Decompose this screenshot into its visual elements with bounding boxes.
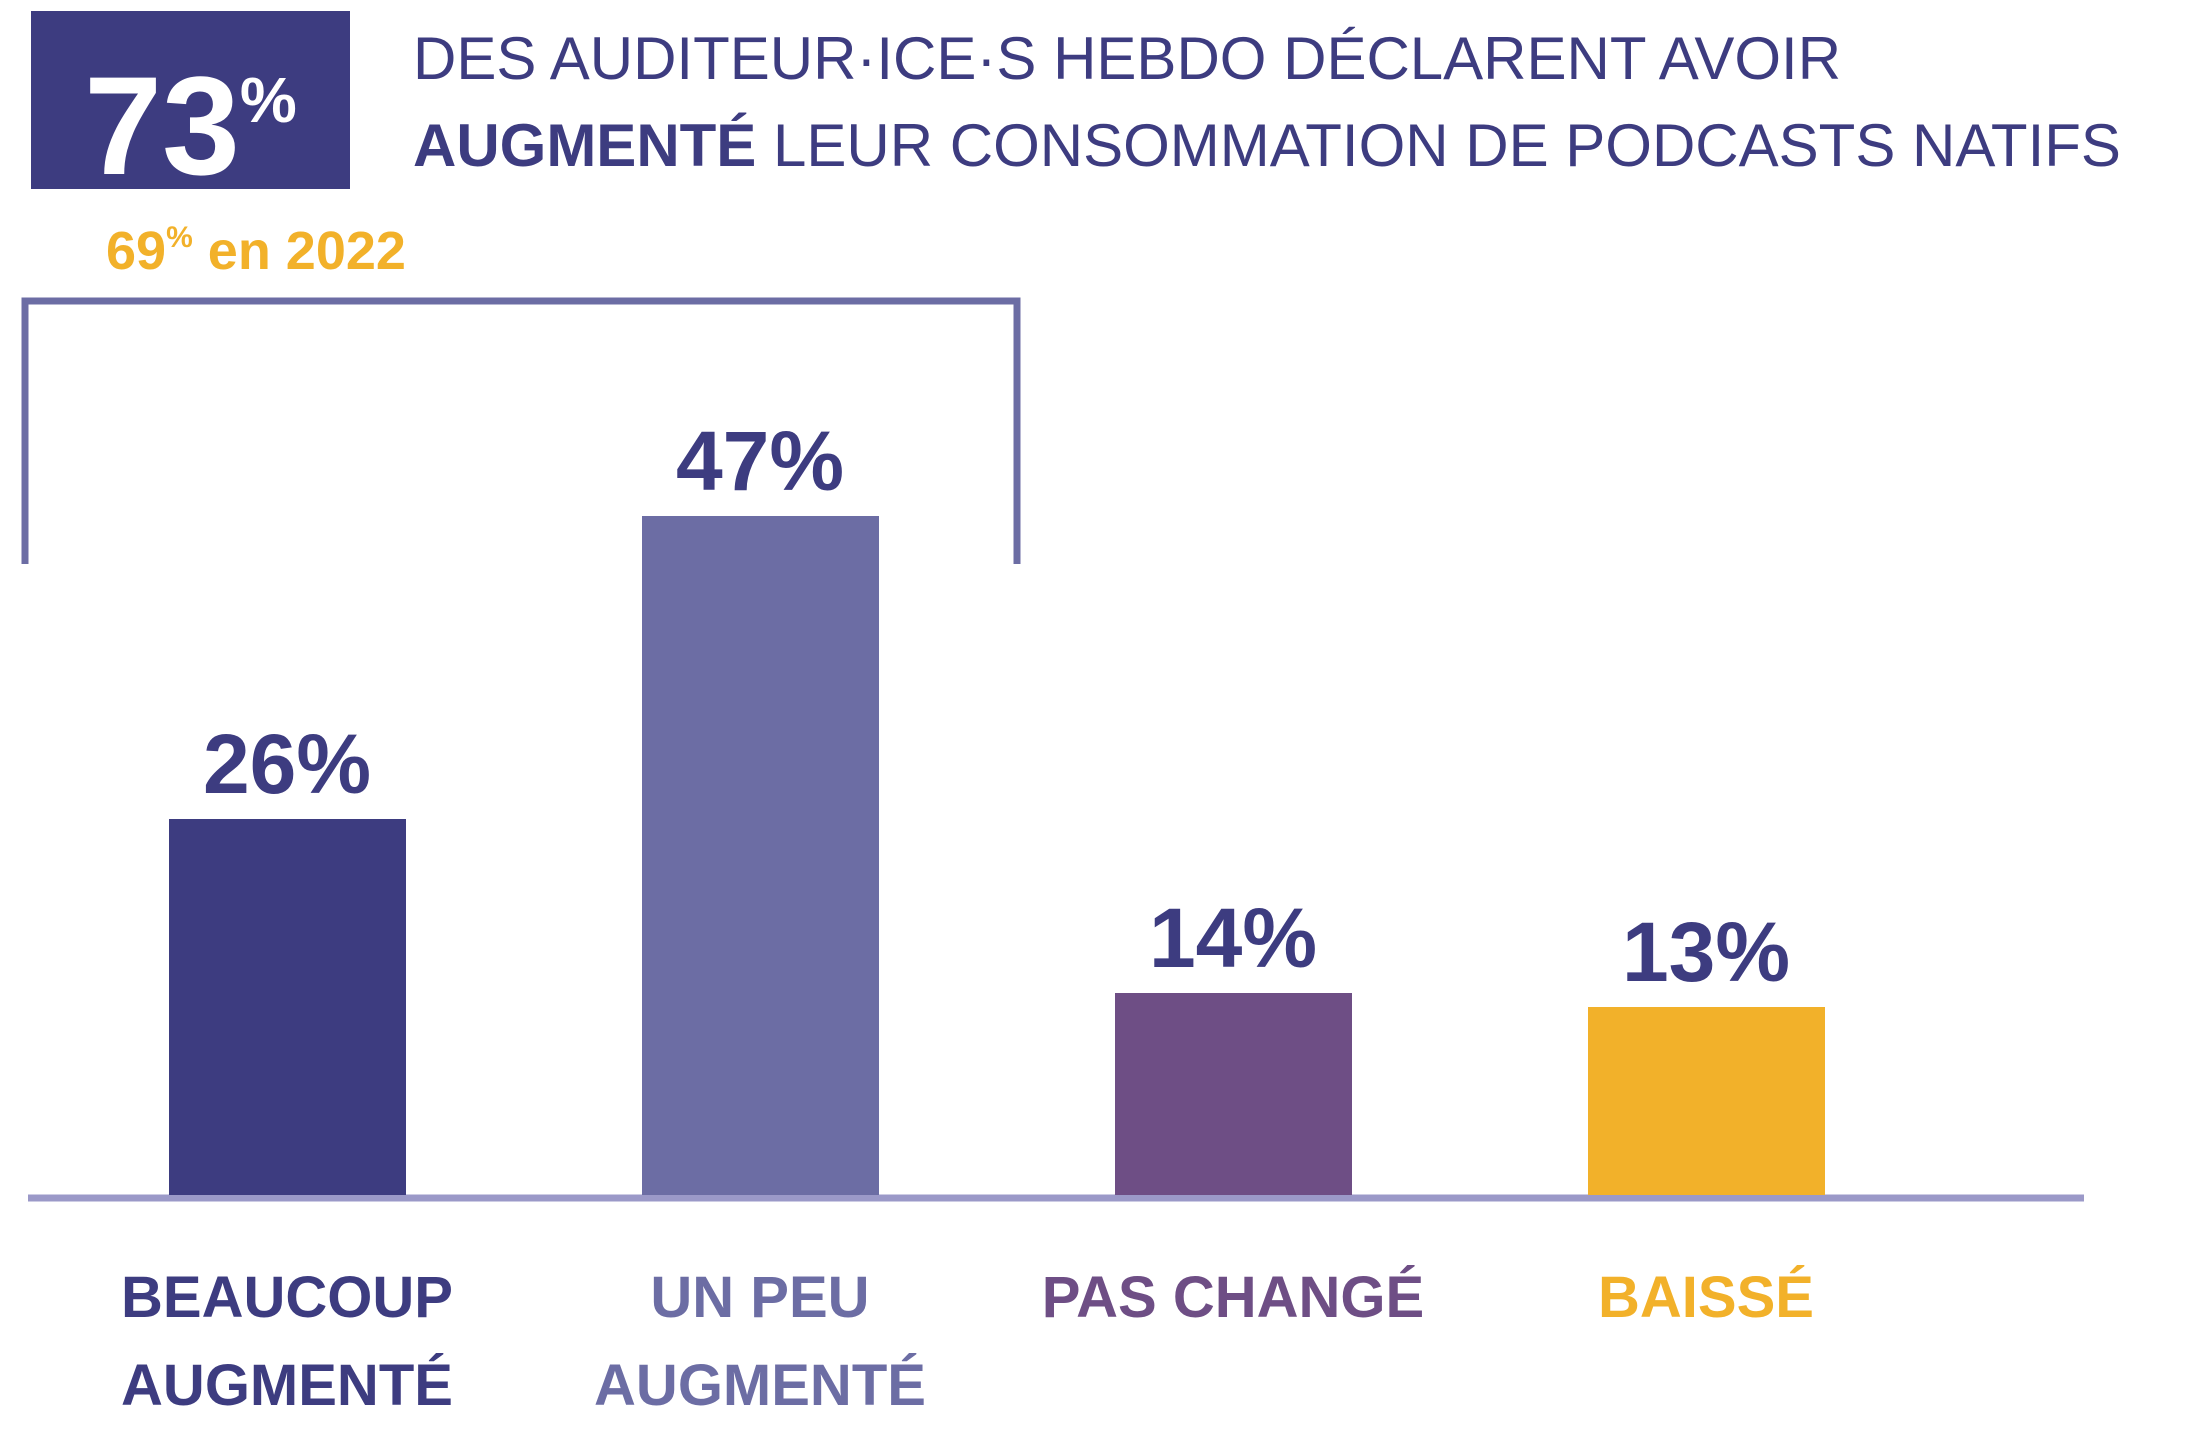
bar xyxy=(168,819,406,1195)
category-label: UN PEU AUGMENTÉ xyxy=(594,1265,926,1418)
annotation-text: en 2022 xyxy=(207,221,406,281)
annotation-number: 69 xyxy=(106,221,167,281)
title-bold: AUGMENTÉ xyxy=(413,112,757,179)
category-label: BEAUCOUP AUGMENTÉ xyxy=(121,1265,453,1418)
title-line: DES AUDITEUR·ICE·S HEBDO DÉCLARENT AVOIR xyxy=(413,25,1842,92)
bracket xyxy=(21,297,1021,564)
headline-unit: % xyxy=(239,64,297,136)
title-line: AUGMENTÉ LEUR CONSOMMATION DE PODCASTS N… xyxy=(413,111,2121,181)
annotation: 69% en 2022 xyxy=(106,220,406,282)
value-label: 26% xyxy=(202,717,372,812)
category-label: BAISSÉ xyxy=(1598,1265,1814,1330)
title-rest: LEUR CONSOMMATION DE PODCASTS NATIFS xyxy=(773,112,2121,179)
bar xyxy=(1587,1007,1825,1195)
value-label: 14% xyxy=(1148,890,1318,985)
value-label: 13% xyxy=(1621,905,1791,1000)
value-label: 47% xyxy=(675,413,845,508)
headline-number: 73 xyxy=(84,47,240,204)
category-label: PAS CHANGÉ xyxy=(1041,1265,1425,1330)
headline-box: 73% xyxy=(31,11,350,204)
bar xyxy=(641,515,879,1195)
bar xyxy=(1114,992,1352,1195)
annotation-unit: % xyxy=(166,221,193,254)
